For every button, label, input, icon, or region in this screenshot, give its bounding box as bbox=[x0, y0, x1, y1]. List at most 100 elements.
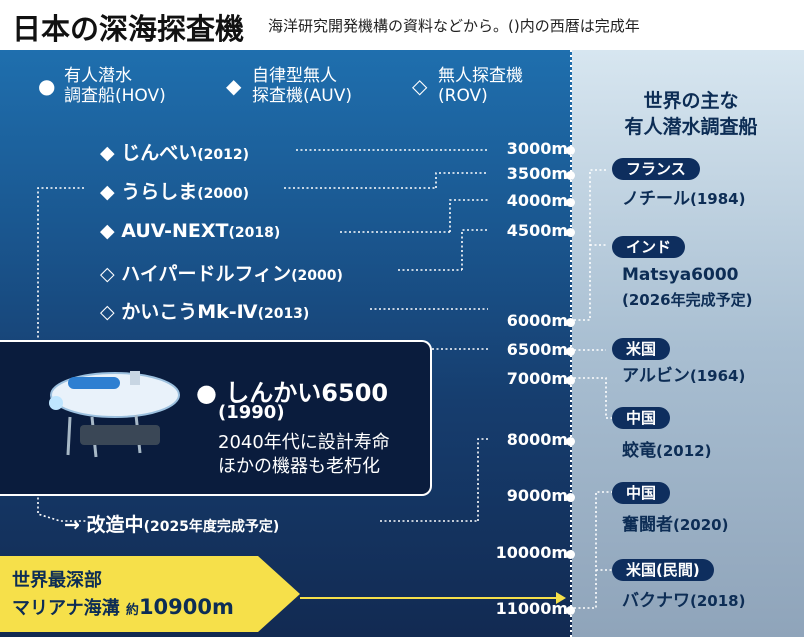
depth-marker bbox=[566, 171, 575, 180]
legend-rov-line2: (ROV) bbox=[438, 86, 488, 106]
vehicle-name: じんべい bbox=[121, 142, 198, 164]
depth-marker bbox=[566, 550, 575, 559]
vehicle-auv-next: ◆ AUV-NEXT(2018) bbox=[100, 220, 280, 242]
rov-hollow-diamond-icon: ◇ bbox=[412, 74, 428, 98]
legend-rov-line1: 無人探査機 bbox=[438, 66, 523, 86]
vehicle-hyper-dolphin: ◇ ハイパードルフィン(2000) bbox=[100, 259, 343, 286]
country-badge-usa-private: 米国(民間) bbox=[612, 559, 714, 581]
country-badge-china: 中国 bbox=[612, 407, 671, 429]
depth-marker bbox=[566, 606, 575, 615]
shinkai-note2: ほかの機器も老朽化 bbox=[218, 456, 380, 477]
world-item-year: (2012) bbox=[656, 442, 712, 460]
shinkai-note1: 2040年代に設計寿命 bbox=[218, 432, 390, 453]
connector-urashima-elbow bbox=[435, 172, 488, 188]
vehicle-name: AUV-NEXT bbox=[121, 220, 229, 242]
trench-line2: マリアナ海溝 約10900m bbox=[12, 594, 234, 620]
world-panel-title-line2: 有人潜水調査船 bbox=[624, 116, 758, 138]
auv-diamond-icon: ◆ bbox=[226, 74, 242, 98]
connector-hyperdolphin-elbow bbox=[461, 229, 488, 270]
shinkai-title: ● しんかい6500 bbox=[196, 373, 388, 408]
auv-diamond-icon: ◆ bbox=[100, 142, 115, 164]
legend-auv-line1: 自律型無人 bbox=[252, 66, 337, 86]
vehicle-kaiko: ◇ かいこうMk-Ⅳ(2013) bbox=[100, 297, 309, 324]
vehicle-jinbei: ◆ じんべい(2012) bbox=[100, 138, 249, 165]
renovation-row: → 改造中(2025年度完成予定) bbox=[64, 510, 279, 537]
world-item-nautile: ノチール(1984) bbox=[622, 188, 745, 210]
trench-name: マリアナ海溝 bbox=[12, 598, 120, 619]
depth-marker bbox=[566, 493, 575, 502]
world-panel-title-line1: 世界の主な bbox=[643, 90, 739, 112]
world-item-name: 蛟竜 bbox=[622, 441, 656, 461]
depth-7000: 7000m bbox=[506, 369, 568, 388]
rov-hollow-diamond-icon: ◇ bbox=[100, 263, 115, 285]
trench-approx: 約 bbox=[125, 603, 139, 618]
vehicle-year: (2012) bbox=[197, 147, 250, 163]
world-panel-title: 世界の主な 有人潜水調査船 bbox=[586, 88, 796, 140]
world-item-fendouzhe: 奮闘者(2020) bbox=[622, 514, 728, 536]
trench-depth: 10900m bbox=[138, 595, 234, 619]
depth-3000: 3000m bbox=[506, 139, 568, 158]
page-subtitle: 海洋研究開発機構の資料などから。()内の西暦は完成年 bbox=[268, 17, 640, 35]
renovation-detail: (2025年度完成予定) bbox=[143, 519, 280, 535]
page-title: 日本の深海探査機 bbox=[12, 12, 245, 46]
depth-marker bbox=[566, 437, 575, 446]
connector-renovation-elbow bbox=[477, 438, 488, 521]
connector-china1 bbox=[574, 377, 616, 419]
country-badge-usa: 米国 bbox=[612, 338, 671, 360]
depth-4500: 4500m bbox=[506, 221, 568, 240]
world-item-year: (2020) bbox=[673, 516, 729, 534]
depth-4000: 4000m bbox=[506, 191, 568, 210]
rov-hollow-diamond-icon: ◇ bbox=[100, 301, 115, 323]
vehicle-year: (2018) bbox=[228, 225, 281, 241]
hov-circle-icon: ● bbox=[38, 74, 56, 98]
depth-marker bbox=[566, 318, 575, 327]
depth-10000: 10000m bbox=[495, 543, 568, 562]
depth-6500: 6500m bbox=[506, 340, 568, 359]
shinkai-box bbox=[0, 340, 432, 496]
auv-diamond-icon: ◆ bbox=[100, 181, 115, 203]
vehicle-year: (2000) bbox=[291, 268, 343, 284]
mariana-trench-callout bbox=[0, 556, 300, 632]
depth-marker bbox=[566, 228, 575, 237]
world-item-year: (2018) bbox=[690, 592, 746, 610]
world-item-name: アルビン bbox=[622, 366, 690, 386]
world-item-matsya: Matsya6000 bbox=[622, 265, 739, 285]
legend-hov-line1: 有人潜水 bbox=[64, 66, 132, 86]
connector-auvnext-elbow bbox=[449, 199, 488, 232]
world-item-alvin: アルビン(1964) bbox=[622, 365, 745, 387]
world-item-jiaolong: 蛟竜(2012) bbox=[622, 440, 711, 462]
auv-diamond-icon: ◆ bbox=[100, 220, 115, 242]
country-badge-china-2: 中国 bbox=[612, 482, 671, 504]
world-item-name: バクナワ bbox=[622, 591, 690, 611]
shinkai-year: (1990) bbox=[218, 402, 285, 423]
vehicle-urashima: ◆ うらしま(2000) bbox=[100, 177, 249, 204]
depth-marker bbox=[566, 146, 575, 155]
connector-china2 bbox=[574, 491, 612, 609]
hov-circle-icon: ● bbox=[196, 379, 217, 407]
header: 日本の深海探査機 海洋研究開発機構の資料などから。()内の西暦は完成年 bbox=[0, 0, 804, 50]
depth-3500: 3500m bbox=[506, 164, 568, 183]
legend-hov-line2: 調査船(HOV) bbox=[64, 86, 166, 106]
depth-marker bbox=[566, 376, 575, 385]
world-item-bakunawa: バクナワ(2018) bbox=[622, 590, 745, 612]
vehicle-name: うらしま bbox=[121, 181, 198, 203]
world-item-year: (1984) bbox=[690, 190, 746, 208]
country-badge-india: インド bbox=[612, 236, 686, 258]
depth-marker bbox=[566, 347, 575, 356]
depth-marker bbox=[566, 198, 575, 207]
country-badge-france: フランス bbox=[612, 158, 700, 180]
world-item-name: 奮闘者 bbox=[622, 515, 673, 535]
trench-line1: 世界最深部 bbox=[12, 570, 102, 591]
renovation-label: 改造中 bbox=[86, 514, 144, 536]
world-item-name: ノチール bbox=[622, 189, 690, 209]
depth-9000: 9000m bbox=[506, 486, 568, 505]
depth-6000: 6000m bbox=[506, 311, 568, 330]
depth-11000: 11000m bbox=[495, 599, 568, 618]
vehicle-name: ハイパードルフィン bbox=[121, 263, 292, 285]
arrow-right-icon: → bbox=[64, 514, 80, 536]
shinkai-name: しんかい6500 bbox=[225, 379, 389, 407]
vehicle-year: (2000) bbox=[197, 186, 250, 202]
legend-auv-line2: 探査機(AUV) bbox=[252, 86, 352, 106]
